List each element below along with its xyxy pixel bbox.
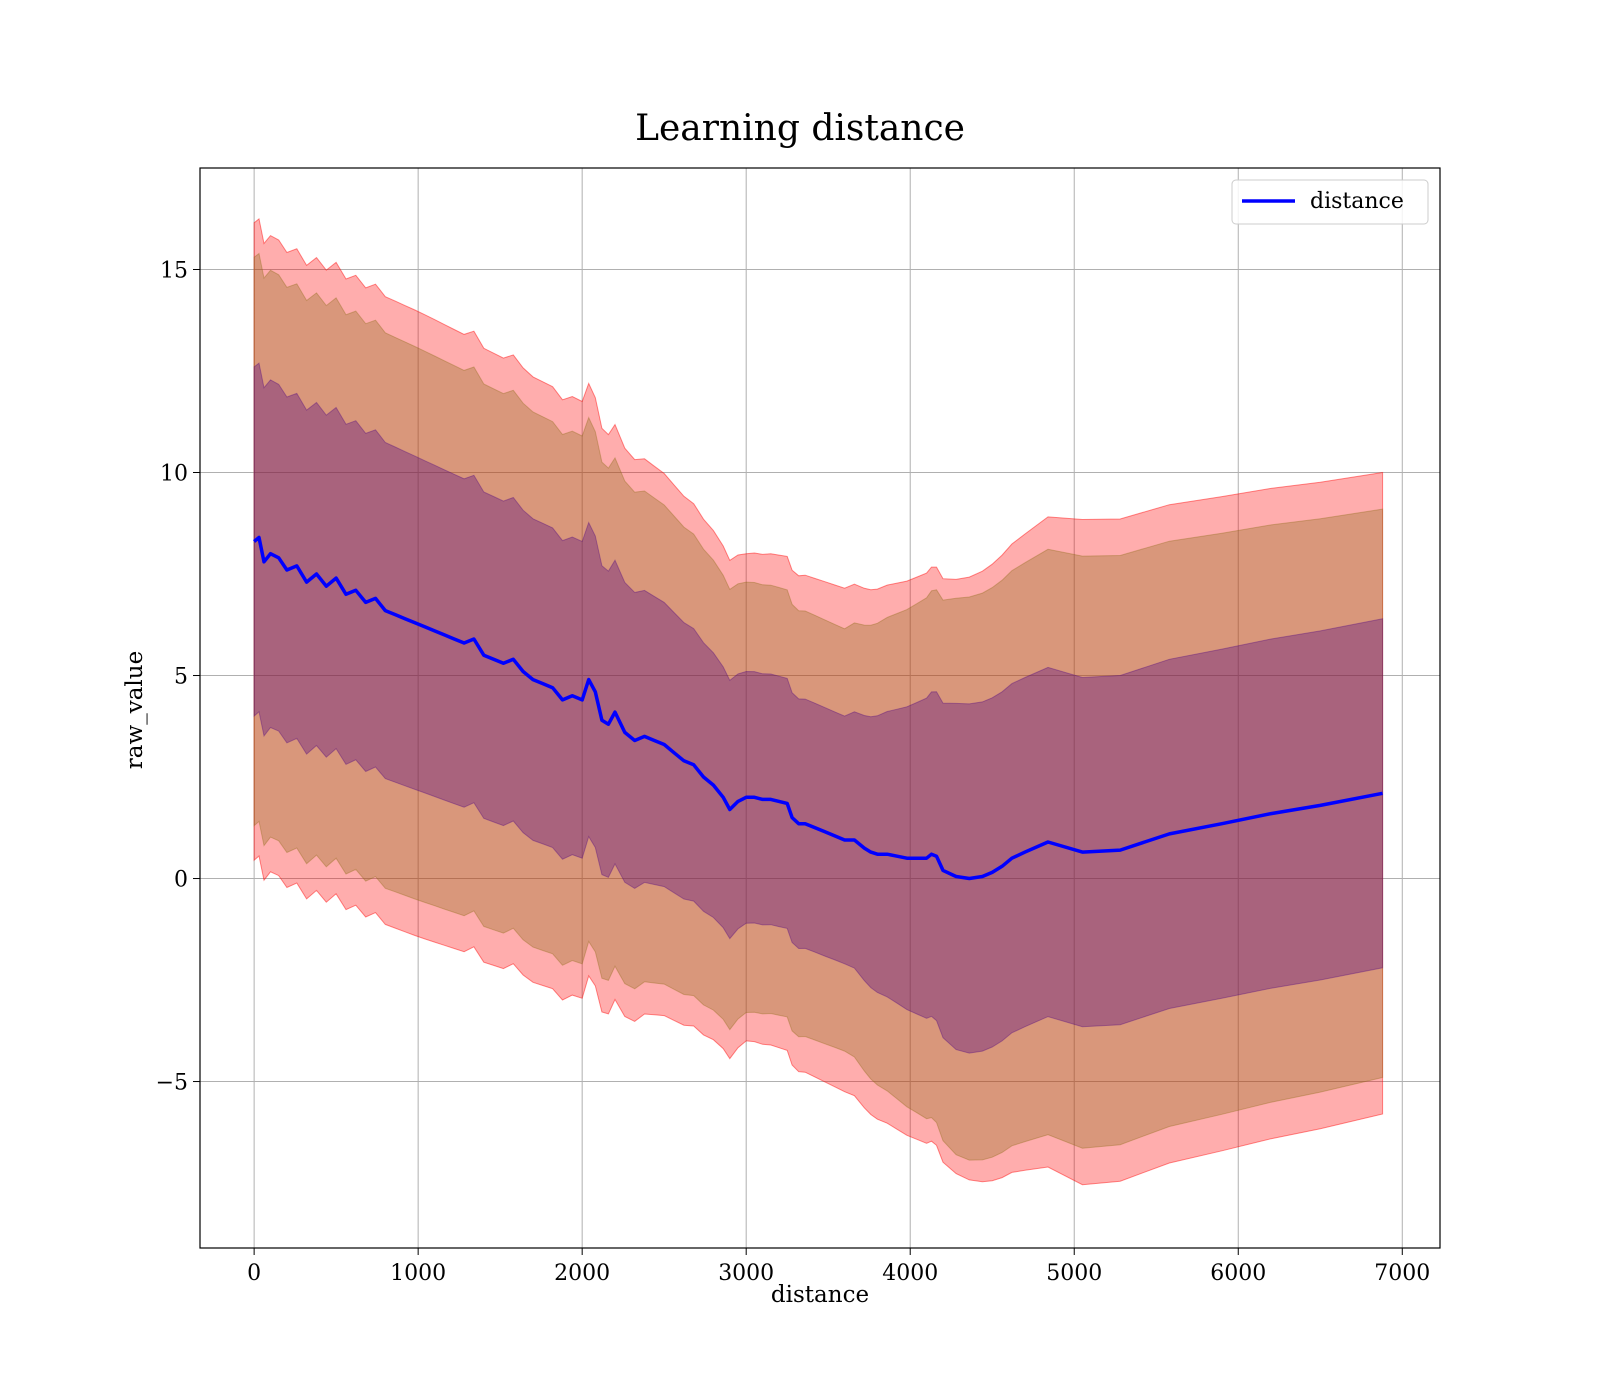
- y-axis-label: raw_value: [122, 651, 148, 769]
- confidence-band-1: [253, 218, 1384, 1186]
- y-tick-label: 10: [160, 462, 188, 487]
- confidence-bands: [253, 218, 1384, 1186]
- y-tick-label: −5: [156, 1071, 188, 1096]
- x-axis-ticks: 0 1000 2000 3000 4000 5000 6000 7000: [247, 1248, 1430, 1286]
- x-tick-label: 6000: [1210, 1261, 1266, 1286]
- confidence-band-3: [253, 362, 1384, 1054]
- legend-box: [1231, 179, 1429, 225]
- x-tick-label: 1000: [390, 1261, 446, 1286]
- series-layer: [252, 535, 1383, 881]
- x-tick-label: 3000: [718, 1261, 774, 1286]
- x-tick-label: 7000: [1374, 1261, 1430, 1286]
- x-tick-label: 4000: [882, 1261, 938, 1286]
- x-tick-label: 5000: [1046, 1261, 1102, 1286]
- chart-title: Learning distance: [635, 108, 965, 149]
- x-tick-label: 0: [247, 1261, 261, 1286]
- legend: distance: [1231, 179, 1429, 225]
- y-tick-label: 0: [174, 868, 188, 893]
- y-tick-label: 5: [174, 665, 188, 690]
- y-tick-label: 15: [160, 259, 188, 284]
- grid-lines: [200, 168, 1440, 1248]
- x-tick-label: 2000: [554, 1261, 610, 1286]
- series-line-distance: [252, 535, 1383, 881]
- plot-area: 0 1000 2000 3000 4000 5000 6000 7000 −5 0 5 10 15: [156, 167, 1441, 1286]
- confidence-band-2: [253, 252, 1384, 1161]
- y-axis-ticks: −5 0 5 10 15: [156, 259, 200, 1096]
- x-axis-label: distance: [771, 1282, 869, 1308]
- legend-label-distance: distance: [1310, 189, 1404, 214]
- plot-frame: [199, 167, 1441, 1249]
